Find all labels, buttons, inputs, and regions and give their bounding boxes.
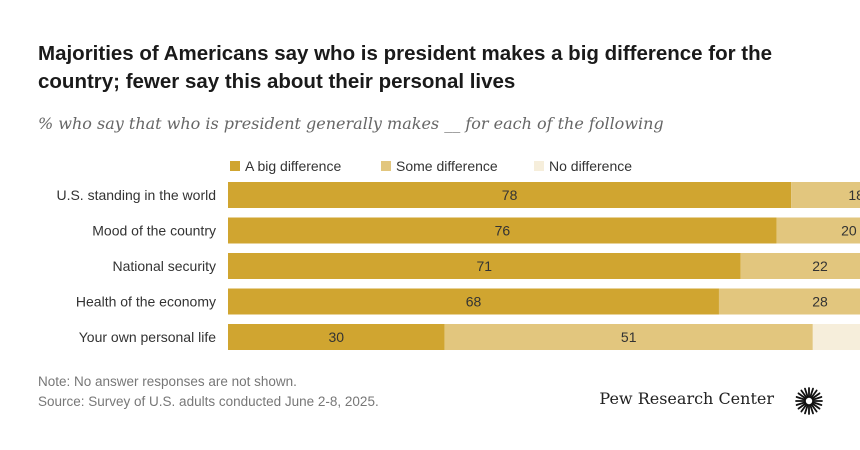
category-label: Mood of the country <box>92 223 216 239</box>
source-text: Source: Survey of U.S. adults conducted … <box>38 394 379 409</box>
note-text: Note: No answer responses are not shown. <box>38 374 297 389</box>
data-label: 78 <box>502 187 518 203</box>
data-label: 68 <box>466 294 482 310</box>
bar-segment <box>812 324 860 350</box>
category-label: U.S. standing in the world <box>56 187 216 203</box>
bar-segment <box>228 182 792 208</box>
bar-segment <box>228 253 741 279</box>
legend-label: A big difference <box>245 158 341 174</box>
bar-segment <box>718 288 860 315</box>
bar-segment <box>228 324 445 350</box>
category-label: Health of the economy <box>76 294 216 310</box>
chart-title: Majorities of Americans say who is presi… <box>38 42 773 93</box>
pew-starburst-icon <box>795 387 823 415</box>
bar-segment <box>776 217 860 244</box>
bar-segment <box>740 253 860 279</box>
legend-swatch <box>381 161 391 171</box>
brand-name: Pew Research Center <box>599 389 774 408</box>
bar-segment <box>228 288 719 315</box>
data-label: 28 <box>812 294 828 310</box>
data-label: 20 <box>841 223 857 239</box>
category-label: Your own personal life <box>79 329 216 345</box>
data-label: 18 <box>848 187 860 203</box>
data-label: 76 <box>495 223 511 239</box>
data-label: 22 <box>812 258 828 274</box>
bar-segment <box>791 182 860 208</box>
footnote: Note: No answer responses are not shown.… <box>38 372 379 412</box>
stacked-bar-chart: A big difference Some difference No differ… <box>56 158 860 350</box>
data-label: 30 <box>329 329 345 345</box>
category-label: National security <box>113 258 217 274</box>
legend-swatch <box>534 161 544 171</box>
legend-label: Some difference <box>396 158 498 174</box>
bar-segment <box>444 324 813 350</box>
legend-swatch <box>230 161 240 171</box>
chart-subtitle: % who say that who is president generall… <box>38 114 664 133</box>
bar-segment <box>228 217 777 244</box>
legend-label: No difference <box>549 158 632 174</box>
data-label: 71 <box>477 258 493 274</box>
data-label: 51 <box>621 329 637 345</box>
